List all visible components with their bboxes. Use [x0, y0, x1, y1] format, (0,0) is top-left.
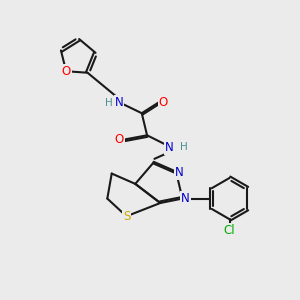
- Text: N: N: [175, 166, 184, 178]
- Text: H: H: [180, 142, 188, 152]
- Text: H: H: [106, 98, 113, 108]
- Text: Cl: Cl: [224, 224, 235, 237]
- Text: O: O: [61, 65, 71, 78]
- Text: N: N: [165, 141, 173, 154]
- Text: N: N: [181, 192, 190, 205]
- Text: N: N: [115, 96, 124, 110]
- Text: S: S: [123, 210, 130, 223]
- Text: O: O: [115, 133, 124, 146]
- Text: O: O: [159, 96, 168, 109]
